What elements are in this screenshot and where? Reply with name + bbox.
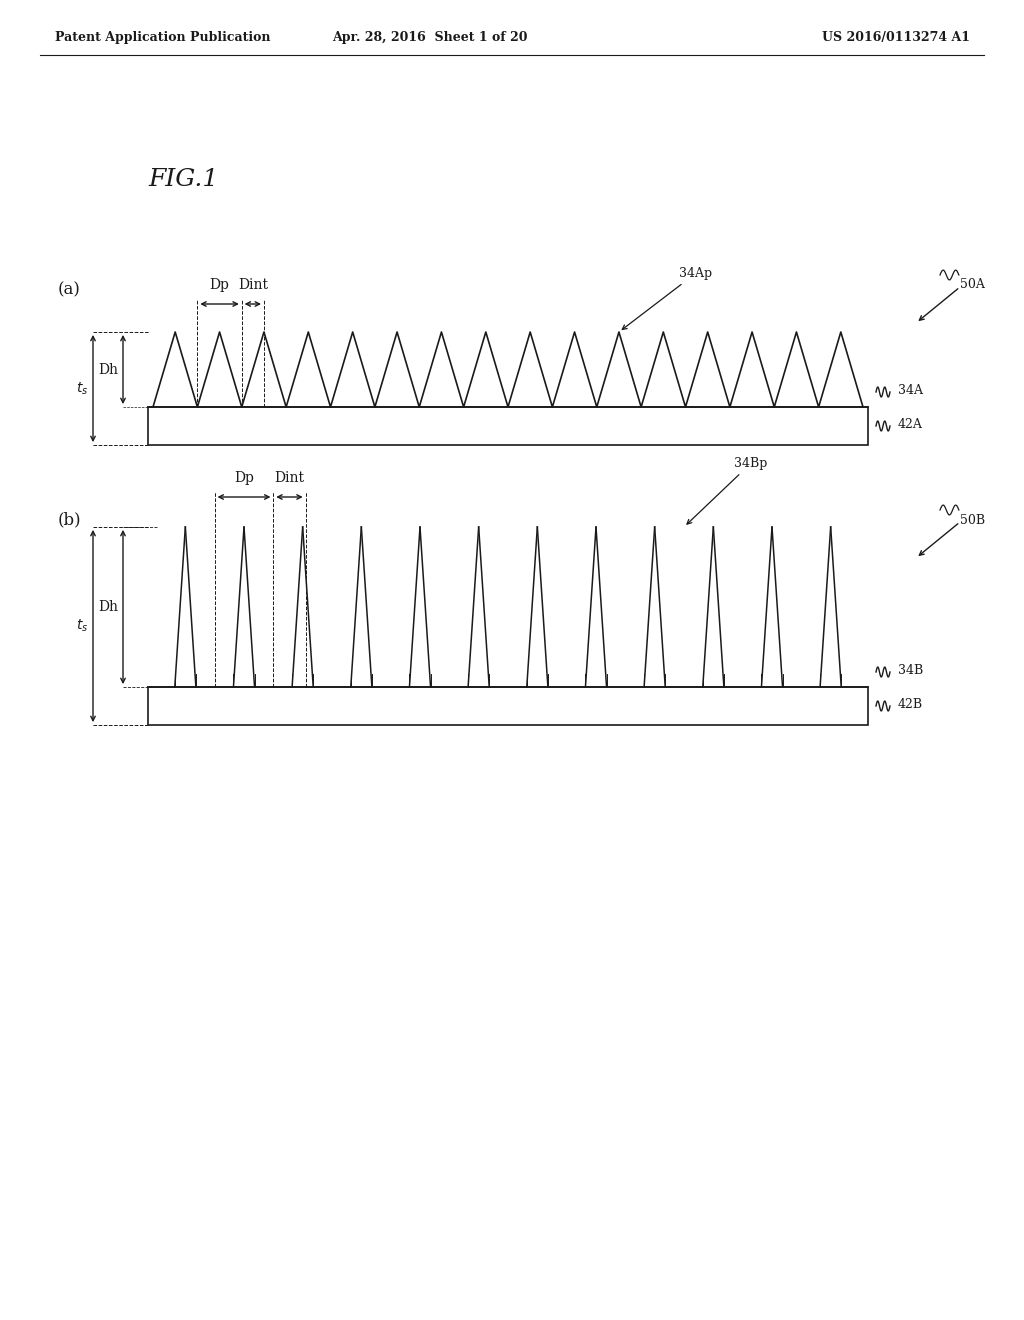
Text: Dp: Dp [234,471,254,484]
Text: Patent Application Publication: Patent Application Publication [55,30,270,44]
Text: (b): (b) [58,511,82,528]
Bar [148,407,868,445]
Text: 50B: 50B [961,513,985,527]
Text: 34B: 34B [898,664,924,676]
Text: Dh: Dh [98,601,118,614]
Text: Dint: Dint [238,279,268,292]
Text: 34A: 34A [898,384,923,396]
Text: 42A: 42A [898,417,923,430]
Text: $t_s$: $t_s$ [76,618,88,634]
Text: Dp: Dp [210,279,229,292]
Text: FIG.1: FIG.1 [148,169,218,191]
Text: 42B: 42B [898,697,923,710]
Text: US 2016/0113274 A1: US 2016/0113274 A1 [822,30,970,44]
Text: 34Ap: 34Ap [623,267,712,330]
Text: (a): (a) [58,281,81,298]
Text: $t_s$: $t_s$ [76,380,88,397]
Text: 34Bp: 34Bp [687,457,767,524]
Text: Dint: Dint [274,471,304,484]
Text: Apr. 28, 2016  Sheet 1 of 20: Apr. 28, 2016 Sheet 1 of 20 [332,30,527,44]
Bar [148,686,868,725]
Text: 50A: 50A [961,279,985,292]
Text: Dh: Dh [98,363,118,376]
